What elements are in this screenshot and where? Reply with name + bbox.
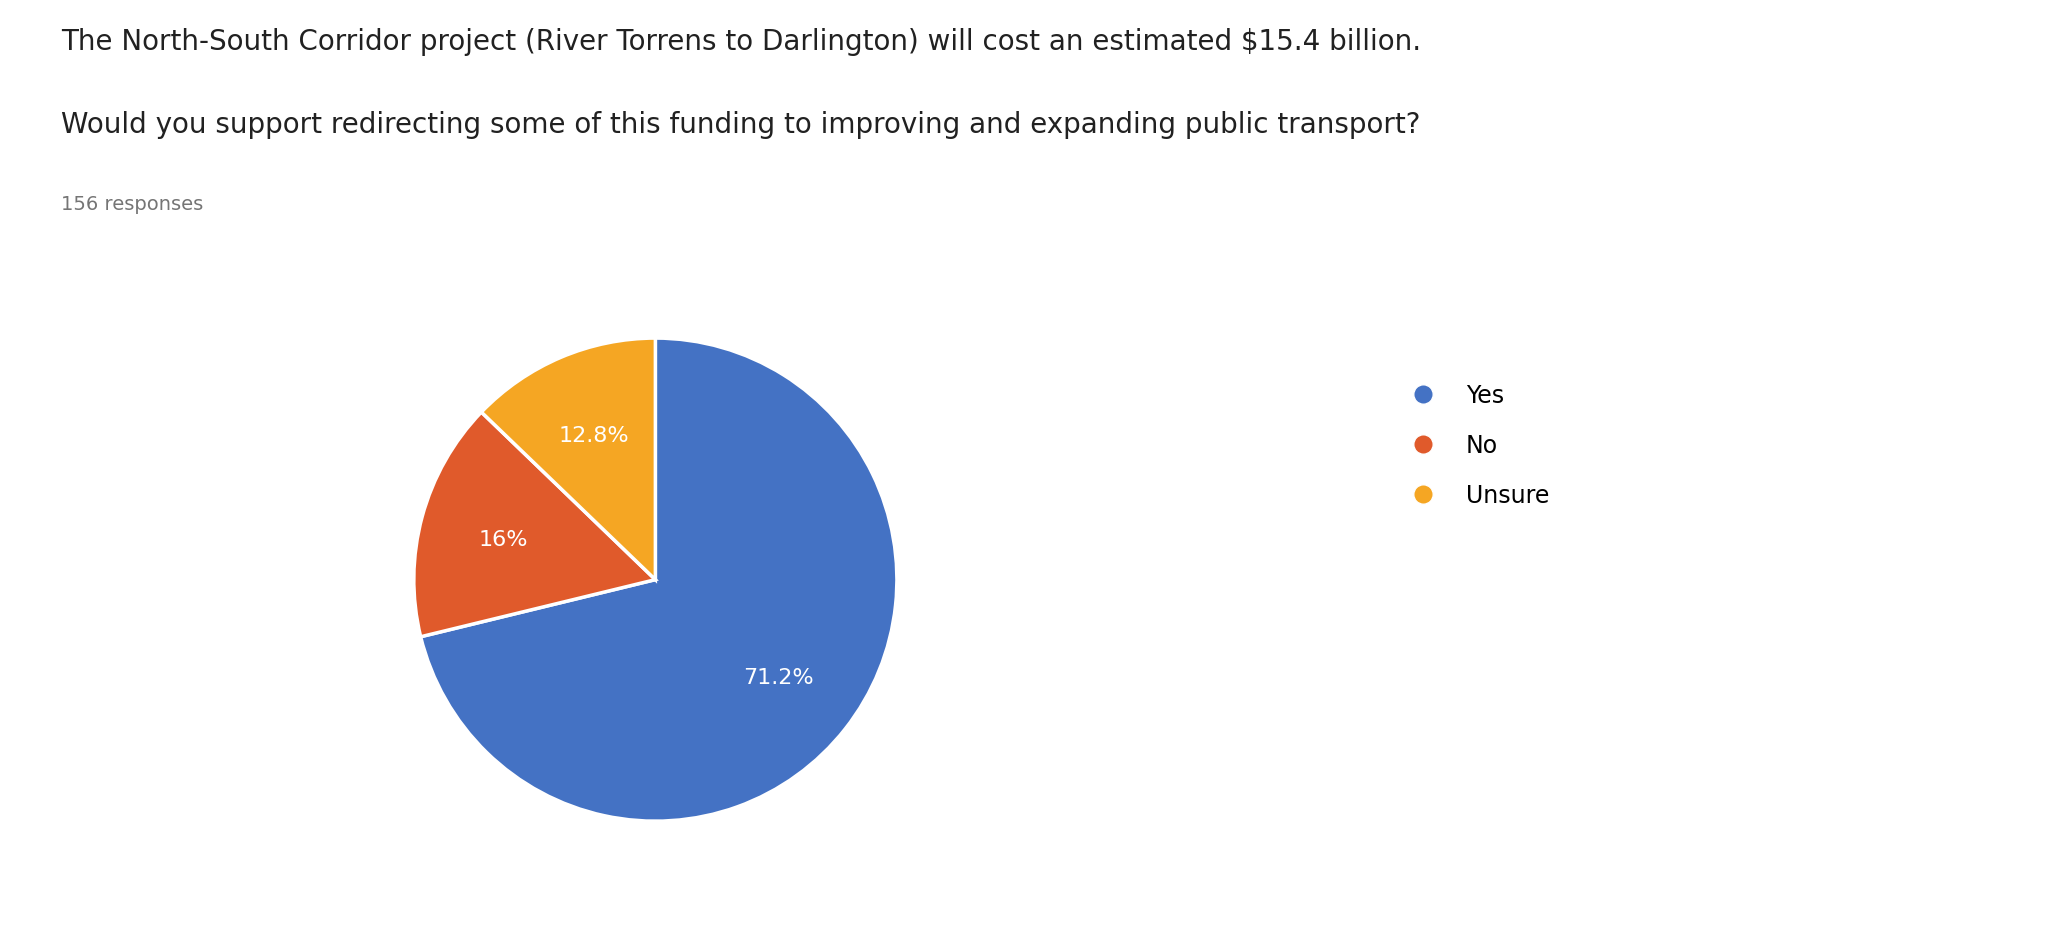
Wedge shape	[420, 339, 897, 821]
Text: 71.2%: 71.2%	[743, 667, 815, 687]
Text: Would you support redirecting some of this funding to improving and expanding pu: Would you support redirecting some of th…	[61, 111, 1421, 139]
Text: 156 responses: 156 responses	[61, 195, 203, 213]
Text: 16%: 16%	[479, 529, 528, 549]
Text: The North-South Corridor project (River Torrens to Darlington) will cost an esti: The North-South Corridor project (River …	[61, 28, 1421, 56]
Wedge shape	[481, 339, 655, 580]
Legend: Yes, No, Unsure: Yes, No, Unsure	[1391, 374, 1559, 517]
Wedge shape	[414, 413, 655, 637]
Text: 12.8%: 12.8%	[559, 426, 629, 445]
